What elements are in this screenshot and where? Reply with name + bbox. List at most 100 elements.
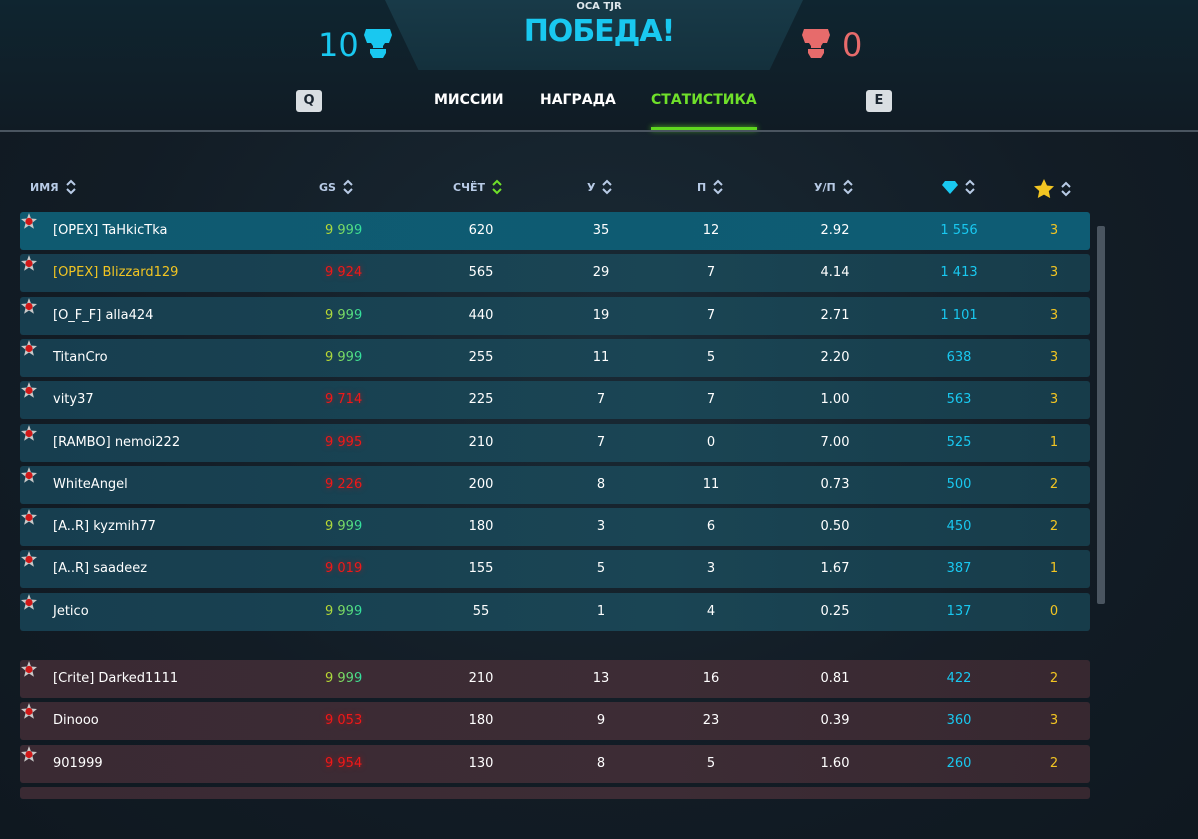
score-value: 225	[468, 392, 494, 408]
kd-value: 4.14	[820, 265, 850, 281]
column-label: GS	[319, 180, 336, 194]
player-row[interactable]: [OPEX] Blizzard129 9 924 565 29 7 4.14 1 413 3	[20, 254, 1090, 293]
player-name[interactable]: Jetico	[53, 603, 89, 619]
deaths-value: 0	[706, 434, 716, 450]
sort-score-header[interactable]: СЧЁТ	[453, 179, 503, 195]
kills-value: 29	[592, 265, 610, 281]
tab-statistics[interactable]: СТАТИСТИКА	[651, 92, 757, 108]
player-name[interactable]: TitanCro	[53, 349, 108, 365]
deaths-value: 12	[702, 223, 720, 238]
tab-reward[interactable]: НАГРАДА	[540, 92, 616, 108]
deaths-value: 5	[706, 755, 716, 771]
sort-kd-header[interactable]: У/П	[814, 179, 854, 195]
player-name[interactable]: [O_F_F] alla424	[53, 307, 154, 323]
player-name[interactable]: Dinooo	[53, 713, 99, 729]
sort-icon	[843, 179, 853, 195]
gems-value: 1 413	[940, 265, 978, 281]
player-row[interactable]: vity37 9 714 225 7 7 1.00 563 3	[20, 381, 1090, 420]
rank-star-icon	[21, 382, 37, 398]
player-row[interactable]: [A..R] saadeez 9 019 155 5 3 1.67 387 1	[20, 550, 1090, 589]
sort-deaths-header[interactable]: П	[697, 179, 724, 195]
active-tab-indicator	[651, 127, 757, 130]
player-row[interactable]: [OPEX] TaHkicTka 9 999 620 35 12 2.92 1 556 3	[20, 212, 1090, 250]
rank-star-icon	[21, 297, 37, 314]
sort-name-header[interactable]: ИМЯ	[30, 179, 77, 195]
score-value: 155	[468, 561, 494, 577]
sort-icon	[65, 179, 76, 195]
deaths-value: 16	[702, 671, 720, 686]
kd-value: 0.50	[820, 519, 850, 535]
kills-value: 35	[592, 223, 610, 238]
column-label: У	[587, 180, 596, 194]
kd-value: 7.00	[820, 434, 850, 450]
player-row[interactable]: [RAMBO] nemoi222 9 995 210 7 0 7.00 525 1	[20, 423, 1090, 462]
gems-value: 137	[946, 603, 972, 619]
gear-score: 9 053	[325, 713, 363, 729]
score-value: 255	[468, 349, 494, 365]
deaths-value: 7	[706, 265, 716, 281]
score-value: 200	[468, 476, 494, 492]
match-subtitle: OCA TJR	[576, 1, 622, 12]
player-name[interactable]: 901999	[53, 755, 103, 771]
player-row[interactable]: 901999 9 954 130 8 5 1.60 260 2	[20, 744, 1090, 783]
stars-value: 1	[1049, 561, 1059, 577]
kd-value: 0.73	[820, 476, 850, 492]
kd-value: 1.00	[820, 392, 850, 408]
score-value: 620	[468, 223, 494, 238]
kills-value: 3	[596, 519, 606, 535]
diamond-icon	[942, 181, 958, 194]
gear-score: 9 999	[325, 603, 363, 619]
gems-value: 500	[946, 476, 972, 492]
result-title: ПОБЕДА!	[523, 14, 676, 49]
gear-score: 9 995	[325, 434, 363, 450]
deaths-value: 6	[706, 519, 716, 535]
score-value: 440	[468, 307, 494, 323]
stars-value: 3	[1049, 307, 1059, 323]
rank-star-icon	[21, 466, 37, 483]
player-name[interactable]: [A..R] kyzmih77	[53, 519, 156, 535]
skull-icon	[364, 29, 392, 58]
gems-value: 360	[946, 713, 972, 729]
player-row[interactable]: TitanCro 9 999 255 11 5 2.20 638 3	[20, 338, 1090, 377]
player-name[interactable]: [OPEX] Blizzard129	[53, 265, 179, 281]
player-name[interactable]: [RAMBO] nemoi222	[53, 434, 181, 450]
next-tab-key[interactable]: E	[866, 90, 892, 112]
player-name[interactable]: [A..R] saadeez	[53, 561, 148, 577]
kd-value: 2.20	[820, 349, 850, 365]
gear-score: 9 999	[325, 349, 363, 365]
sort-gs-header[interactable]: GS	[319, 179, 354, 195]
player-row[interactable]: Dinooo 9 053 180 9 23 0.39 360 3	[20, 702, 1090, 741]
sort-gems-header[interactable]	[942, 179, 976, 195]
sort-kills-header[interactable]: У	[587, 179, 613, 195]
rank-star-icon	[21, 745, 37, 762]
column-label: ИМЯ	[30, 180, 59, 194]
kd-value: 1.67	[820, 561, 850, 577]
sort-icon	[602, 179, 613, 195]
player-name[interactable]: [Crite] Darked1111	[53, 671, 179, 686]
sort-icon	[1061, 181, 1071, 196]
player-name[interactable]: vity37	[53, 392, 94, 408]
kd-value: 1.60	[820, 755, 850, 771]
gear-score: 9 999	[325, 307, 363, 323]
stars-value: 2	[1049, 519, 1059, 535]
rank-star-icon	[21, 255, 37, 272]
sort-stars-header[interactable]	[1034, 179, 1072, 198]
player-row[interactable]: [O_F_F] alla424 9 999 440 19 7 2.71 1 101 3	[20, 296, 1090, 335]
player-row[interactable]: [A..R] kyzmih77 9 999 180 3 6 0.50 450 2	[20, 508, 1090, 547]
deaths-value: 23	[702, 713, 720, 729]
player-name[interactable]: WhiteAngel	[53, 476, 128, 492]
gems-value: 525	[946, 434, 972, 450]
deaths-value: 11	[702, 476, 720, 492]
player-row[interactable]: WhiteAngel 9 226 200 8 11 0.73 500 2	[20, 465, 1090, 504]
player-name[interactable]: [OPEX] TaHkicTka	[53, 223, 168, 238]
rank-star-icon	[21, 339, 37, 356]
gems-value: 422	[946, 671, 972, 686]
player-row[interactable]: Jetico 9 999 55 1 4 0.25 137 0	[20, 592, 1090, 631]
scrollbar[interactable]	[1097, 226, 1105, 604]
player-row[interactable]: [Crite] Darked1111 9 999 210 13 16 0.81 422 2	[20, 660, 1090, 698]
tab-missions[interactable]: МИССИИ	[434, 92, 504, 108]
player-row[interactable]	[20, 787, 1090, 799]
prev-tab-key[interactable]: Q	[296, 90, 322, 112]
kills-value: 13	[592, 671, 610, 686]
rank-star-icon	[21, 551, 37, 568]
